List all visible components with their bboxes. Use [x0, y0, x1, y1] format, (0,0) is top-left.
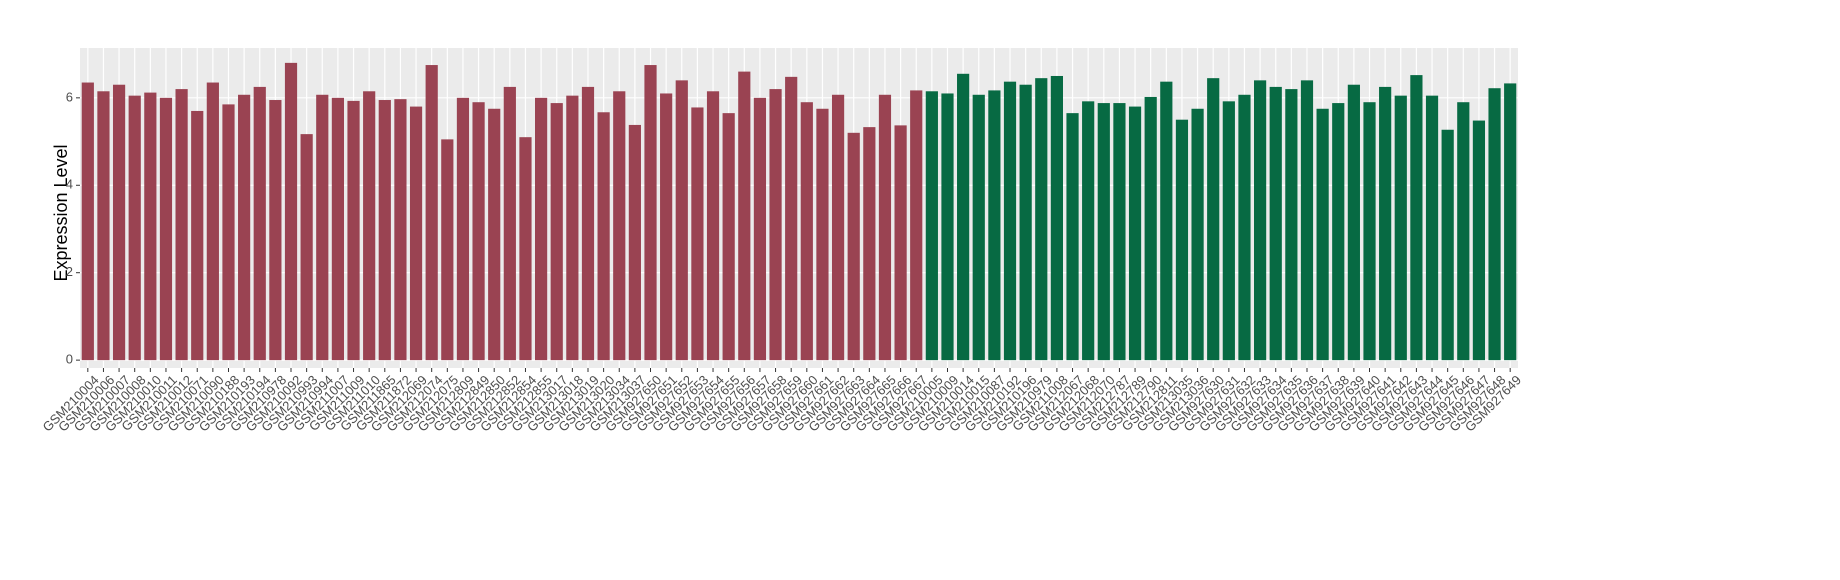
bar — [550, 103, 563, 361]
bar — [566, 95, 579, 361]
bar — [378, 100, 391, 361]
bar — [957, 73, 970, 361]
bar — [269, 100, 282, 361]
bar — [253, 86, 266, 361]
bar — [175, 89, 188, 361]
bar — [1207, 78, 1220, 361]
bar — [472, 102, 485, 361]
bar — [1128, 106, 1142, 361]
bar — [1066, 113, 1079, 361]
bar — [300, 134, 313, 361]
bar — [1144, 96, 1157, 361]
bar — [409, 106, 423, 361]
bar — [597, 112, 610, 361]
bar — [941, 93, 954, 361]
bar — [847, 132, 860, 361]
bar — [1082, 101, 1095, 361]
bar — [1222, 101, 1235, 361]
bar — [800, 102, 813, 361]
bar — [503, 86, 516, 361]
y-tick-label: 0 — [66, 352, 73, 367]
bar — [722, 113, 735, 361]
bar — [97, 91, 110, 361]
bar — [159, 97, 173, 361]
bar — [988, 90, 1001, 361]
bar — [394, 99, 407, 361]
bar — [331, 97, 344, 361]
bar — [425, 65, 438, 361]
bar — [347, 100, 360, 361]
bar — [456, 97, 470, 361]
bar — [1332, 103, 1345, 361]
bar — [1300, 80, 1314, 361]
bar — [1097, 103, 1110, 361]
bar — [925, 91, 938, 361]
bar — [691, 107, 704, 361]
bar — [488, 108, 501, 361]
bar — [675, 80, 688, 361]
bar — [831, 94, 845, 361]
bar — [581, 86, 595, 361]
bar — [1316, 108, 1329, 361]
bar — [1363, 102, 1376, 361]
bar — [1019, 84, 1032, 361]
bar — [222, 104, 235, 361]
bar — [863, 127, 876, 361]
bar — [816, 108, 829, 361]
bar — [441, 139, 454, 361]
bar — [1504, 83, 1517, 361]
bar — [112, 84, 126, 361]
y-tick-label: 2 — [66, 264, 73, 279]
bar — [191, 110, 204, 361]
bar — [1160, 81, 1173, 361]
bar — [1441, 129, 1454, 361]
bar — [238, 94, 251, 361]
bar — [1269, 86, 1282, 361]
bar — [972, 94, 985, 361]
bar — [1035, 78, 1048, 361]
bar — [1457, 102, 1470, 361]
bar — [644, 65, 657, 361]
bar — [769, 89, 782, 361]
bar — [660, 93, 673, 361]
bar — [894, 125, 907, 361]
bar — [785, 76, 798, 361]
bar — [1175, 119, 1189, 361]
bar — [1379, 86, 1392, 361]
bar — [316, 94, 329, 361]
bar — [519, 137, 532, 361]
bar — [535, 97, 548, 361]
bar — [628, 124, 641, 361]
bar — [1191, 108, 1204, 361]
bar — [1285, 89, 1298, 361]
bar — [284, 62, 298, 361]
bar — [1254, 80, 1267, 361]
bar — [753, 97, 767, 361]
bar — [1050, 75, 1063, 361]
bar — [81, 82, 94, 361]
bar — [1347, 84, 1360, 361]
bar — [363, 91, 376, 361]
bar — [1238, 94, 1251, 361]
bar — [1003, 81, 1017, 361]
bar — [706, 91, 720, 361]
bar — [1472, 120, 1486, 361]
y-tick-label: 6 — [66, 89, 73, 104]
bar — [1394, 95, 1407, 361]
bar — [878, 94, 892, 361]
bar — [613, 91, 626, 361]
bar — [1488, 88, 1501, 361]
bar — [206, 82, 219, 361]
y-tick-label: 4 — [66, 177, 73, 192]
bar — [910, 90, 923, 361]
bar — [1113, 103, 1126, 361]
bar — [128, 95, 141, 361]
bar — [1410, 75, 1423, 361]
bar — [1425, 95, 1439, 361]
bar — [144, 92, 157, 361]
y-axis-title: Expression Level — [51, 144, 71, 281]
bar — [738, 71, 751, 361]
